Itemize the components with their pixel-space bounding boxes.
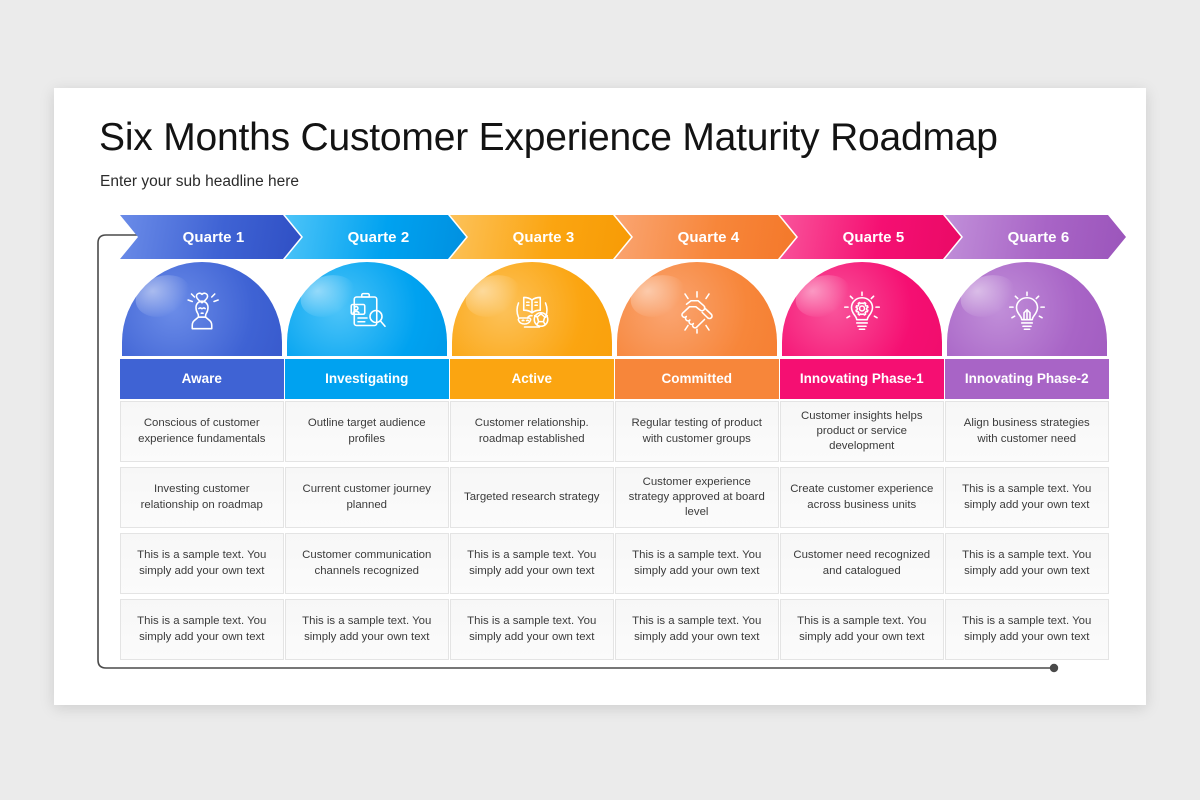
roadmap-cell[interactable]: Align business strategies with customer … xyxy=(945,401,1109,462)
roadmap-column-3: Quarte 3 Active Customer relationship. roa… xyxy=(450,215,614,660)
quarter-chevron-6[interactable]: Quarte 6 xyxy=(945,215,1126,259)
roadmap-column-6: Quarte 6 Innovating Phase-2 Align business… xyxy=(945,215,1109,660)
stage-label-4[interactable]: Committed xyxy=(615,359,779,399)
stage-label-2[interactable]: Investigating xyxy=(285,359,449,399)
roadmap-column-2: Quarte 2 Investigating Outline target audi… xyxy=(285,215,449,660)
roadmap-cell[interactable]: This is a sample text. You simply add yo… xyxy=(285,599,449,660)
roadmap-cell[interactable]: This is a sample text. You simply add yo… xyxy=(450,533,614,594)
roadmap-cell[interactable]: Customer need recognized and catalogued xyxy=(780,533,944,594)
roadmap-cell[interactable]: Current customer journey planned xyxy=(285,467,449,528)
roadmap-cell[interactable]: Customer insights helps product or servi… xyxy=(780,401,944,462)
quarter-chevron-4[interactable]: Quarte 4 xyxy=(615,215,796,259)
quarter-chevron-3[interactable]: Quarte 3 xyxy=(450,215,631,259)
roadmap-cell[interactable]: This is a sample text. You simply add yo… xyxy=(945,467,1109,528)
roadmap-cell[interactable]: Conscious of customer experience fundame… xyxy=(120,401,284,462)
roadmap-cell[interactable]: This is a sample text. You simply add yo… xyxy=(780,599,944,660)
roadmap-column-4: Quarte 4 Committed Regular testing of prod… xyxy=(615,215,779,660)
quarter-chevron-2[interactable]: Quarte 2 xyxy=(285,215,466,259)
roadmap-grid: Quarte 1 Aware Conscious of customer exper… xyxy=(120,215,1109,660)
roadmap-cell[interactable]: This is a sample text. You simply add yo… xyxy=(450,599,614,660)
quarter-chevron-1[interactable]: Quarte 1 xyxy=(120,215,301,259)
clipboard-magnifier-icon xyxy=(343,288,391,336)
roadmap-cell[interactable]: Customer experience strategy approved at… xyxy=(615,467,779,528)
stage-label-5[interactable]: Innovating Phase-1 xyxy=(780,359,944,399)
slide-canvas: Six Months Customer Experience Maturity … xyxy=(54,88,1146,705)
roadmap-cell[interactable]: Create customer experience across busine… xyxy=(780,467,944,528)
roadmap-column-5: Quarte 5 Innovating Phase-1 Customer insig… xyxy=(780,215,944,660)
stage-dome-6 xyxy=(945,262,1109,356)
page-title: Six Months Customer Experience Maturity … xyxy=(99,116,998,159)
roadmap-cell[interactable]: Targeted research strategy xyxy=(450,467,614,528)
stage-dome-3 xyxy=(450,262,614,356)
roadmap-cell[interactable]: This is a sample text. You simply add yo… xyxy=(120,533,284,594)
roadmap-cell[interactable]: This is a sample text. You simply add yo… xyxy=(615,599,779,660)
roadmap-cell[interactable]: Customer relationship. roadmap establish… xyxy=(450,401,614,462)
stage-dome-4 xyxy=(615,262,779,356)
stage-label-6[interactable]: Innovating Phase-2 xyxy=(945,359,1109,399)
roadmap-cell[interactable]: This is a sample text. You simply add yo… xyxy=(945,599,1109,660)
lightbulb-gear-icon xyxy=(838,288,886,336)
page-subtitle: Enter your sub headline here xyxy=(100,173,300,190)
roadmap-cell[interactable]: Customer communication channels recogniz… xyxy=(285,533,449,594)
book-masks-ball-icon xyxy=(508,288,556,336)
roadmap-cell[interactable]: This is a sample text. You simply add yo… xyxy=(615,533,779,594)
roadmap-cell[interactable]: Investing customer relationship on roadm… xyxy=(120,467,284,528)
handshake-icon xyxy=(673,288,721,336)
head-with-heart-icon xyxy=(178,288,226,336)
roadmap-cell[interactable]: Regular testing of product with customer… xyxy=(615,401,779,462)
stage-label-1[interactable]: Aware xyxy=(120,359,284,399)
lightbulb-icon xyxy=(1003,288,1051,336)
roadmap-cell[interactable]: Outline target audience profiles xyxy=(285,401,449,462)
roadmap-column-1: Quarte 1 Aware Conscious of customer exper… xyxy=(120,215,284,660)
stage-dome-2 xyxy=(285,262,449,356)
quarter-chevron-5[interactable]: Quarte 5 xyxy=(780,215,961,259)
stage-dome-1 xyxy=(120,262,284,356)
stage-dome-5 xyxy=(780,262,944,356)
roadmap-cell[interactable]: This is a sample text. You simply add yo… xyxy=(945,533,1109,594)
stage-label-3[interactable]: Active xyxy=(450,359,614,399)
roadmap-cell[interactable]: This is a sample text. You simply add yo… xyxy=(120,599,284,660)
connector-end-dot xyxy=(1049,663,1059,673)
